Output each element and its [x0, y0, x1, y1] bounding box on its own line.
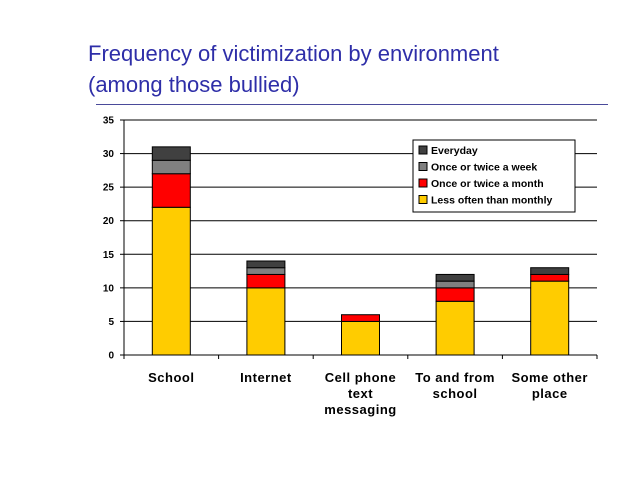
legend-swatch: [418, 162, 428, 171]
bar-segment: [341, 320, 380, 356]
category-label: Some other: [511, 370, 588, 385]
bar-segment: [151, 146, 191, 161]
legend-label: Everyday: [431, 145, 478, 157]
bar-segment: [530, 273, 570, 282]
legend-swatch: [418, 178, 428, 188]
legend-swatch: [418, 145, 428, 155]
category-label: Internet: [240, 370, 292, 385]
category-label: place: [532, 386, 568, 401]
y-tick-label: 30: [103, 149, 115, 160]
title-line-1: Frequency of victimization by environmen…: [88, 41, 499, 66]
legend-label: Once or twice a week: [431, 162, 537, 174]
bar-segment: [246, 287, 286, 356]
title-line-2: (among those bullied): [88, 72, 300, 97]
category-label: messaging: [324, 402, 396, 417]
bar-segment: [341, 314, 380, 322]
legend-label: Less often than monthly: [431, 195, 553, 207]
bar-segment: [151, 173, 191, 208]
y-tick-label: 15: [103, 250, 115, 261]
y-tick-label: 20: [103, 216, 115, 227]
category-label: text: [348, 386, 373, 401]
bar-segment: [530, 267, 570, 275]
y-tick-label: 0: [108, 351, 114, 362]
y-tick-label: 25: [103, 183, 115, 194]
bar-segment: [246, 267, 286, 275]
title-divider: [96, 104, 608, 105]
axes: [120, 119, 598, 359]
category-label: school: [433, 386, 478, 401]
legend-label: Once or twice a month: [431, 178, 544, 190]
legend-box: [412, 139, 576, 213]
bar-segment: [151, 206, 191, 356]
y-tick-label: 35: [103, 116, 115, 127]
y-tick-labels: 0 5 10 15 20 25 30 35: [103, 116, 115, 362]
bar-segment: [435, 287, 475, 302]
bar-stacks: [151, 146, 570, 356]
bar-segment: [435, 273, 475, 282]
slide-title: Frequency of victimization by environmen…: [88, 38, 628, 100]
bar-segment: [530, 280, 570, 356]
legend-swatch: [418, 195, 428, 204]
category-label: Cell phone: [325, 370, 396, 385]
bar-segment: [246, 273, 286, 289]
category-label: School: [148, 370, 194, 385]
bar-segment: [435, 300, 475, 356]
legend: Everyday Once or twice a week Once or twic…: [412, 139, 576, 213]
y-tick-label: 5: [108, 317, 114, 328]
bar-segment: [246, 260, 286, 269]
bar-segment: [151, 159, 191, 175]
y-tick-label: 10: [103, 283, 115, 294]
category-label: To and from: [415, 370, 495, 385]
bar-segment: [435, 280, 475, 289]
